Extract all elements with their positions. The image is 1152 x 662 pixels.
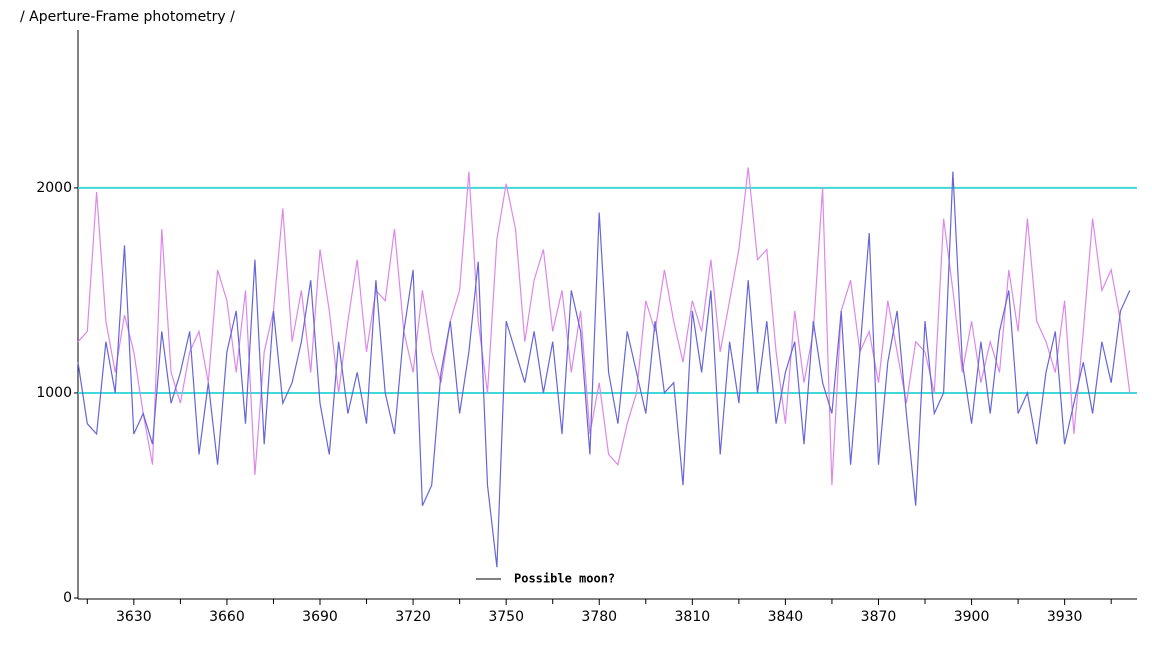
x-tick-label: 3660 (209, 609, 245, 625)
x-tick-label: 3750 (488, 609, 524, 625)
series-line (77, 171, 1131, 568)
x-tick-label: 3720 (395, 609, 431, 625)
x-tick-label: 3690 (302, 609, 338, 625)
annotation: Possible moon? (514, 572, 615, 586)
x-tick-label: 3630 (116, 609, 152, 625)
x-tick-label: 3840 (768, 609, 804, 625)
series-line (77, 167, 1131, 486)
x-tick-label: 3780 (581, 609, 617, 625)
x-tick-label: 3870 (861, 609, 897, 625)
y-tick-label: 1000 (36, 385, 72, 401)
x-tick-label: 3930 (1047, 609, 1083, 625)
x-tick-label: 3900 (954, 609, 990, 625)
chart-title: / Aperture-Frame photometry / (20, 9, 235, 25)
y-tick-label: 0 (63, 590, 72, 606)
y-tick-label: 2000 (36, 180, 72, 196)
x-tick-label: 3810 (675, 609, 711, 625)
